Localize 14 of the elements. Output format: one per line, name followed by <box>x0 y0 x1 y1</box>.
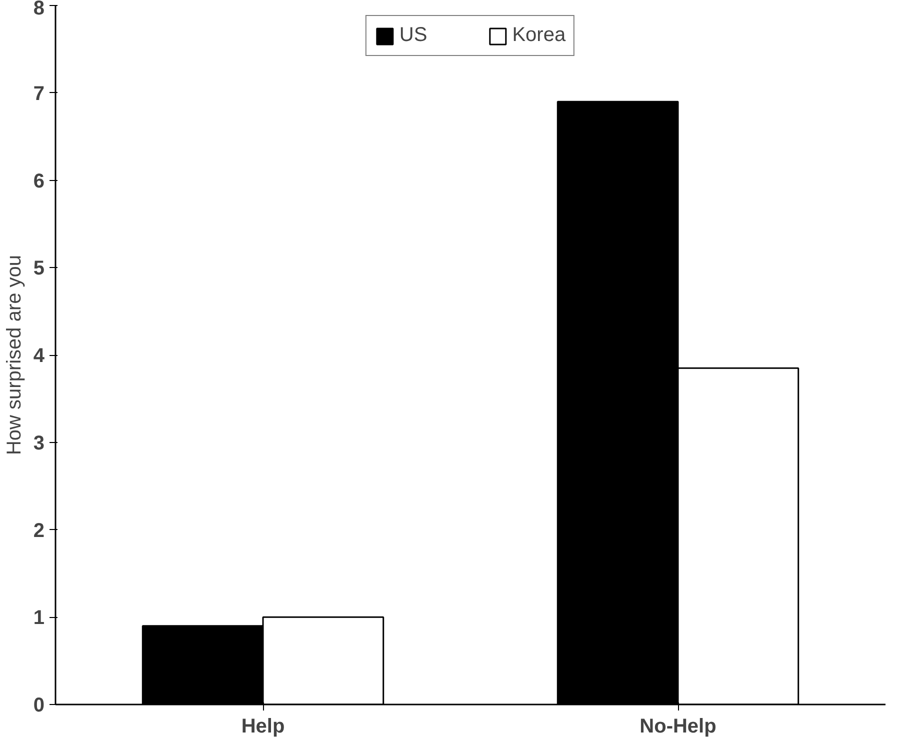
legend-label: Korea <box>512 24 566 47</box>
y-axis-title: How surprised are you <box>3 254 26 456</box>
y-tick-label: 6 <box>33 170 44 192</box>
y-tick-label: 2 <box>33 520 44 542</box>
y-tick-label: 3 <box>33 432 44 454</box>
y-tick-label: 8 <box>33 0 44 20</box>
y-tick-label: 5 <box>33 258 44 280</box>
legend-label: US <box>399 24 428 47</box>
y-tick-label: 7 <box>33 82 44 105</box>
x-tick-label: Help <box>241 716 285 738</box>
y-tick-label: 4 <box>33 345 46 367</box>
y-tick-label: 0 <box>33 694 44 716</box>
y-tick-label: 1 <box>33 607 44 630</box>
x-tick-label: No-Help <box>640 716 716 738</box>
